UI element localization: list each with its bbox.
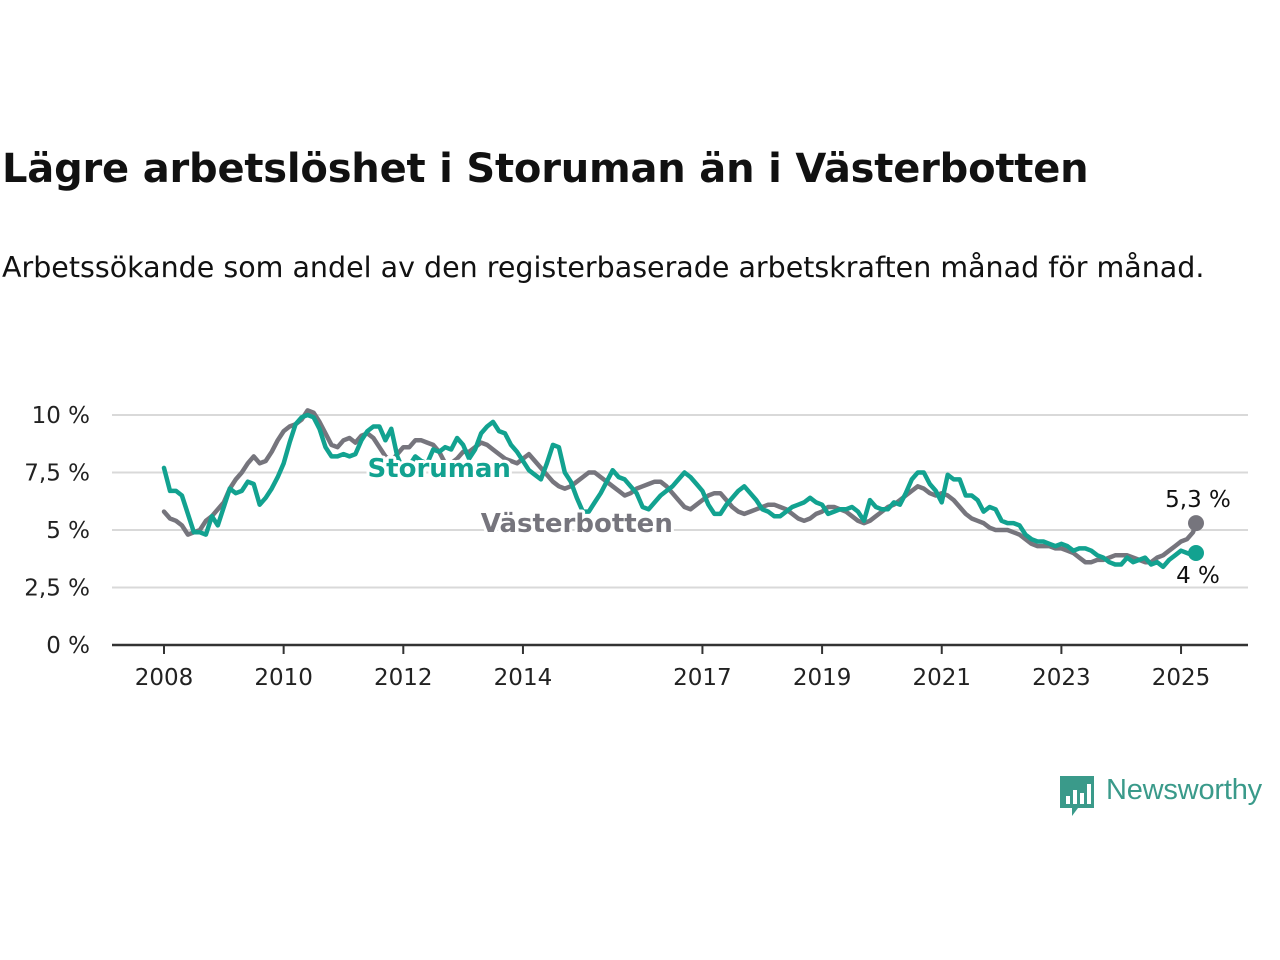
series-labels: Västerbotten 5,3 % Storuman 4 % [364, 451, 1233, 592]
x-tick-label: 2010 [254, 665, 313, 691]
x-tick-label: 2008 [135, 665, 194, 691]
end-point-västerbotten [1188, 515, 1204, 532]
y-tick-label: 10 % [32, 403, 90, 429]
y-axis: 0 % 2,5 % 5 % 7,5 % 10 % [24, 403, 90, 659]
series-label-västerbotten: Västerbotten [481, 509, 673, 539]
bar-chart-speech-bubble-icon [1060, 776, 1094, 816]
x-tick-label: 2025 [1152, 665, 1211, 691]
brand-name: Newsworthy [1106, 774, 1262, 806]
x-tick-label: 2023 [1032, 665, 1091, 691]
x-tick-label: 2019 [793, 665, 852, 691]
line-chart: 0 % 2,5 % 5 % 7,5 % 10 % 2008 2010 2012 2014 201… [24, 403, 1248, 691]
series-lines [161, 408, 1204, 570]
end-point-storuman [1188, 545, 1204, 561]
x-tick-label: 2021 [912, 665, 971, 691]
newsworthy-logo: Newsworthy [1058, 774, 1280, 820]
x-axis: 2008 2010 2012 2014 2017 2019 2021 2023 2025 [112, 643, 1248, 691]
y-tick-label: 0 % [46, 633, 90, 659]
y-tick-label: 5 % [46, 518, 90, 544]
end-label-storuman: 4 % [1176, 563, 1220, 589]
series-line-västerbotten [161, 408, 1199, 565]
page-title: Lägre arbetslöshet i Storuman än i Väste… [2, 146, 1089, 192]
y-tick-label: 2,5 % [24, 576, 90, 602]
x-tick-label: 2012 [374, 665, 433, 691]
y-tick-label: 7,5 % [24, 461, 90, 487]
end-label-västerbotten: 5,3 % [1165, 487, 1231, 513]
x-tick-label: 2017 [673, 665, 732, 691]
series-line-storuman [161, 412, 1199, 570]
x-tick-label: 2014 [494, 665, 553, 691]
series-label-storuman: Storuman [367, 454, 511, 484]
page-subtitle: Arbetssökande som andel av den registerb… [2, 251, 1205, 284]
